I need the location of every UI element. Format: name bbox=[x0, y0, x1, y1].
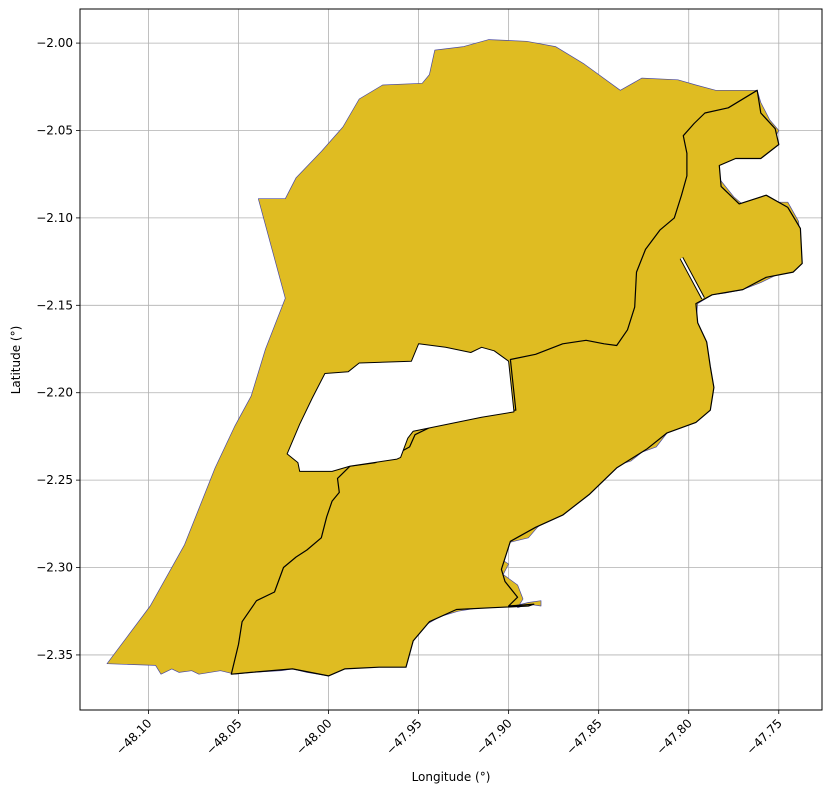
x-tick-label: −47.80 bbox=[654, 716, 695, 757]
y-tick-label: −2.25 bbox=[36, 473, 73, 487]
y-tick-label: −2.15 bbox=[36, 298, 73, 312]
x-tick-label: −48.05 bbox=[203, 716, 244, 757]
map-holes bbox=[286, 343, 515, 472]
x-axis-label: Longitude (°) bbox=[412, 770, 491, 784]
x-tick-label: −48.10 bbox=[113, 716, 154, 757]
y-tick-label: −2.00 bbox=[36, 36, 73, 50]
y-tick-label: −2.30 bbox=[36, 561, 73, 575]
x-tick-label: −47.75 bbox=[744, 716, 785, 757]
x-tick-label: −47.95 bbox=[383, 716, 424, 757]
x-tick-label: −47.90 bbox=[473, 716, 514, 757]
y-axis-ticks: −2.00 −2.05 −2.10 −2.15 −2.20 −2.25 −2.30 −2.35 bbox=[36, 36, 80, 662]
y-axis-label: Latitude (°) bbox=[9, 326, 23, 395]
y-tick-label: −2.10 bbox=[36, 211, 73, 225]
y-tick-label: −2.35 bbox=[36, 648, 73, 662]
x-axis-ticks: −48.10 −48.05 −48.00 −47.95 −47.90 −47.85 −47.… bbox=[113, 710, 785, 758]
map-hole bbox=[286, 343, 515, 472]
plot-frame bbox=[79, 8, 823, 711]
map-line-feature bbox=[680, 257, 704, 299]
x-tick-label: −48.00 bbox=[293, 716, 334, 757]
x-tick-label: −47.85 bbox=[563, 716, 604, 757]
map-line-features bbox=[679, 257, 705, 300]
y-tick-label: −2.20 bbox=[36, 386, 73, 400]
y-tick-label: −2.05 bbox=[36, 123, 73, 137]
